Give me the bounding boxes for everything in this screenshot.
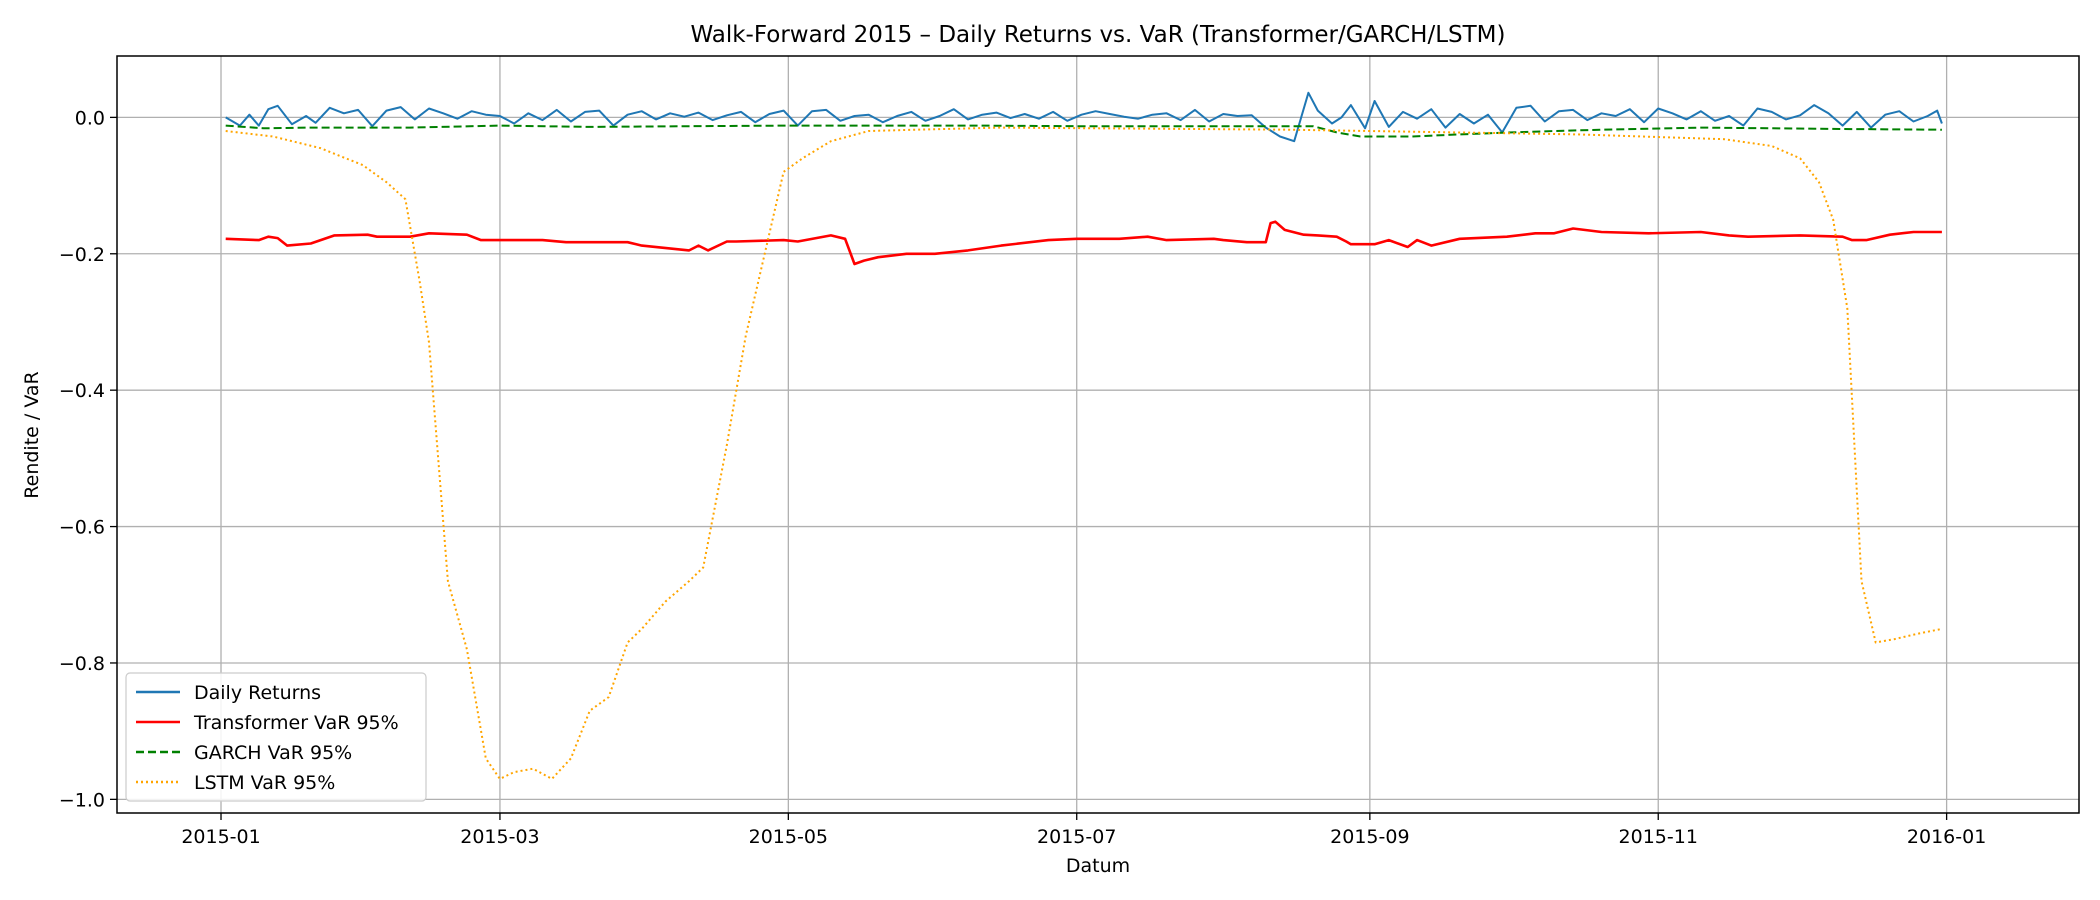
- legend-label-lstm-var-95: LSTM VaR 95%: [194, 772, 335, 794]
- x-tick-label: 2015-05: [749, 826, 828, 848]
- y-tick-label: −0.4: [59, 380, 105, 402]
- chart-title: Walk-Forward 2015 – Daily Returns vs. Va…: [690, 22, 1505, 48]
- series-line-lstm-var-95: [225, 126, 1943, 780]
- plot-frame: [116, 55, 2080, 814]
- axis-ticks: 2015-01 2015-03 2015-05 2015-07 2015-09 2015-…: [59, 107, 1986, 848]
- legend-label-garch-var-95: GARCH VaR 95%: [194, 742, 352, 764]
- x-tick-label: 2015-03: [460, 826, 539, 848]
- y-axis-label: Rendite / VaR: [21, 371, 43, 498]
- y-tick-label: −0.8: [59, 653, 105, 675]
- legend: Daily Returns Transformer VaR 95% GARCH Va…: [125, 672, 427, 802]
- y-tick-label: 0.0: [75, 107, 105, 129]
- x-tick-label: 2016-01: [1907, 826, 1986, 848]
- series-line-transformer-var-95: [225, 220, 1942, 266]
- y-tick-label: −1.0: [59, 789, 105, 811]
- x-axis-label: Datum: [1066, 855, 1130, 877]
- y-tick-label: −0.6: [59, 517, 105, 539]
- legend-box: [125, 672, 427, 802]
- legend-label-transformer-var-95: Transformer VaR 95%: [193, 712, 399, 734]
- x-tick-label: 2015-09: [1330, 826, 1409, 848]
- y-tick-label: −0.2: [59, 244, 105, 266]
- x-tick-label: 2015-01: [181, 826, 260, 848]
- plot-series: [225, 91, 1943, 780]
- series-line-daily-returns: [225, 91, 1943, 143]
- x-tick-label: 2015-11: [1619, 826, 1698, 848]
- legend-label-daily-returns: Daily Returns: [194, 682, 321, 704]
- series-line-garch-var-95: [225, 124, 1942, 138]
- x-tick-label: 2015-07: [1037, 826, 1116, 848]
